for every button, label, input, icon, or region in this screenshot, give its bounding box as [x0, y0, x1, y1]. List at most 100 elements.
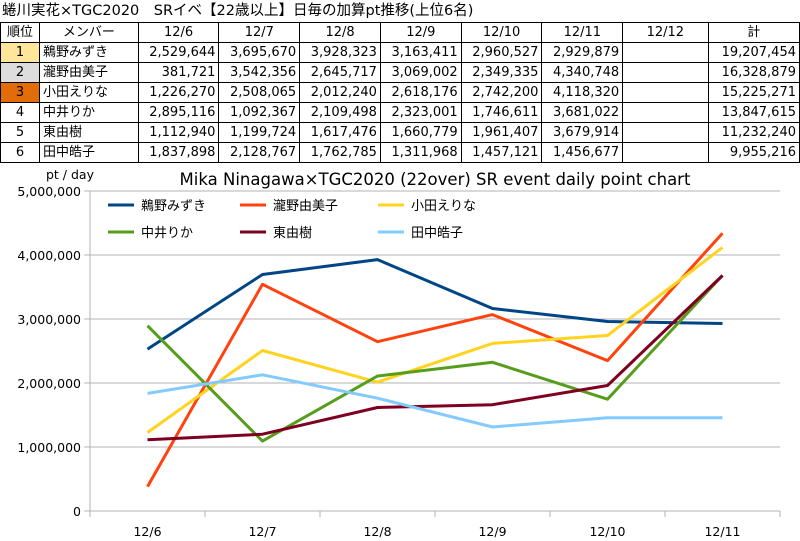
header-date: 12/9 [379, 22, 462, 43]
total-points-cell: 15,225,271 [707, 82, 800, 103]
member-name-cell: 東由樹 [39, 122, 139, 143]
table-header-row: 順位 メンバー 12/6 12/7 12/8 12/9 12/10 12/11 … [0, 22, 800, 43]
axes: 0 1,000,000 2,000,000 3,000,000 4,000,000 5,0… [17, 184, 781, 539]
header-date: 12/8 [299, 22, 381, 43]
daily-points-cell: 1,457,121 [460, 142, 543, 163]
header-date: 12/12 [622, 22, 709, 43]
daily-points-cell: 2,109,498 [299, 102, 381, 123]
daily-points-cell [622, 62, 709, 83]
table-row: 6 田中皓子 1,837,898 2,128,767 1,762,785 1,311,96… [0, 142, 800, 163]
daily-points-cell: 1,199,724 [218, 122, 301, 143]
daily-points-cell: 2,349,335 [460, 62, 543, 83]
daily-points-cell: 3,679,914 [541, 122, 624, 143]
rank-cell: 4 [0, 102, 41, 123]
daily-points-cell: 1,837,898 [137, 142, 220, 163]
daily-points-cell: 2,508,065 [218, 82, 301, 103]
rank-cell: 6 [0, 142, 41, 163]
y-tick-label: 1,000,000 [17, 440, 81, 455]
daily-points-cell: 1,660,779 [379, 122, 462, 143]
daily-points-cell: 2,529,644 [137, 42, 220, 63]
daily-points-cell: 4,118,320 [541, 82, 624, 103]
x-tick-label: 12/6 [133, 524, 161, 539]
daily-points-cell: 2,895,116 [137, 102, 220, 123]
y-tick-label: 5,000,000 [17, 184, 81, 199]
table-row: 2 瀧野由美子 381,721 3,542,356 2,645,717 3,069,002… [0, 62, 800, 83]
member-name-cell: 鵜野みずき [39, 42, 139, 63]
total-points-cell: 13,847,615 [707, 102, 800, 123]
header-date: 12/10 [460, 22, 543, 43]
ranking-table: 順位 メンバー 12/6 12/7 12/8 12/9 12/10 12/11 … [0, 22, 800, 163]
daily-points-cell: 1,112,940 [137, 122, 220, 143]
daily-points-cell: 1,617,476 [299, 122, 381, 143]
x-tick-label: 12/9 [478, 524, 506, 539]
legend-label: 鵜野みずき [141, 199, 206, 214]
y-tick-label: 3,000,000 [17, 312, 81, 327]
daily-points-cell: 2,742,200 [460, 82, 543, 103]
daily-points-cell: 2,618,176 [379, 82, 462, 103]
daily-points-cell: 4,340,748 [541, 62, 624, 83]
header-member: メンバー [39, 22, 139, 43]
table-row: 4 中井りか 2,895,116 1,092,367 2,109,498 2,323,00… [0, 102, 800, 123]
total-points-cell: 11,232,240 [707, 122, 800, 143]
daily-points-cell: 1,311,968 [379, 142, 462, 163]
legend-label: 東由樹 [273, 225, 312, 241]
x-tick-label: 12/10 [589, 524, 625, 539]
daily-points-cell: 3,163,411 [379, 42, 462, 63]
daily-points-cell: 1,226,270 [137, 82, 220, 103]
series-lines [146, 232, 724, 488]
total-points-cell: 16,328,879 [707, 62, 800, 83]
series-line [146, 274, 724, 443]
daily-points-cell: 1,961,407 [460, 122, 543, 143]
legend-label: 中井りか [141, 226, 193, 241]
rank-cell: 5 [0, 122, 41, 143]
daily-points-cell: 3,695,670 [218, 42, 301, 63]
series-line [147, 373, 723, 429]
table-row: 5 東由樹 1,112,940 1,199,724 1,617,476 1,660,779… [0, 122, 800, 143]
daily-points-cell: 2,960,527 [460, 42, 543, 63]
y-tick-label: 2,000,000 [17, 376, 81, 391]
member-name-cell: 小田えりな [39, 82, 139, 103]
line-chart: 0 1,000,000 2,000,000 3,000,000 4,000,000 5,0… [17, 167, 781, 539]
daily-points-cell: 1,762,785 [299, 142, 381, 163]
member-name-cell: 瀧野由美子 [39, 62, 139, 83]
daily-points-cell: 2,929,879 [541, 42, 624, 63]
daily-points-cell: 3,542,356 [218, 62, 301, 83]
daily-points-cell: 381,721 [137, 62, 220, 83]
x-tick-label: 12/11 [704, 524, 740, 539]
daily-points-cell [622, 82, 709, 103]
table-row: 1 鵜野みずき 2,529,644 3,695,670 3,928,323 3,163,4… [0, 42, 800, 63]
table-row: 3 小田えりな 1,226,270 2,508,065 2,012,240 2,618,1… [0, 82, 800, 103]
daily-points-cell: 2,645,717 [299, 62, 381, 83]
header-rank: 順位 [0, 22, 41, 43]
y-axis-label: pt / day [46, 167, 95, 182]
legend-label: 小田えりな [411, 199, 476, 214]
y-tick-label: 4,000,000 [17, 248, 81, 263]
daily-points-cell: 3,681,022 [541, 102, 624, 123]
total-points-cell: 9,955,216 [707, 142, 800, 163]
daily-points-cell: 2,323,001 [379, 102, 462, 123]
rank-cell: 3 [0, 82, 41, 103]
header-date: 12/7 [218, 22, 301, 43]
daily-points-cell: 2,128,767 [218, 142, 301, 163]
rank-cell: 2 [0, 62, 41, 83]
legend-label: 瀧野由美子 [273, 199, 338, 214]
y-tick-label: 0 [73, 504, 81, 519]
series-line [147, 274, 724, 442]
daily-points-cell: 3,069,002 [379, 62, 462, 83]
daily-points-cell: 1,456,677 [541, 142, 624, 163]
x-tick-label: 12/7 [248, 524, 276, 539]
member-name-cell: 中井りか [39, 102, 139, 123]
legend-label: 田中皓子 [411, 226, 463, 241]
rank-cell: 1 [0, 42, 41, 63]
x-tick-label: 12/8 [363, 524, 391, 539]
chart-title: Mika Ninagawa×TGC2020 (22over) SR event … [180, 170, 691, 189]
series-line [146, 232, 724, 488]
header-date: 12/11 [541, 22, 624, 43]
series-line [146, 246, 724, 434]
header-date: 12/6 [137, 22, 220, 43]
page-title: 蜷川実花×TGC2020 SRイベ【22歳以上】日毎の加算pt推移(上位6名) [2, 3, 474, 19]
daily-points-cell [622, 122, 709, 143]
daily-points-cell: 3,928,323 [299, 42, 381, 63]
daily-points-cell: 1,092,367 [218, 102, 301, 123]
